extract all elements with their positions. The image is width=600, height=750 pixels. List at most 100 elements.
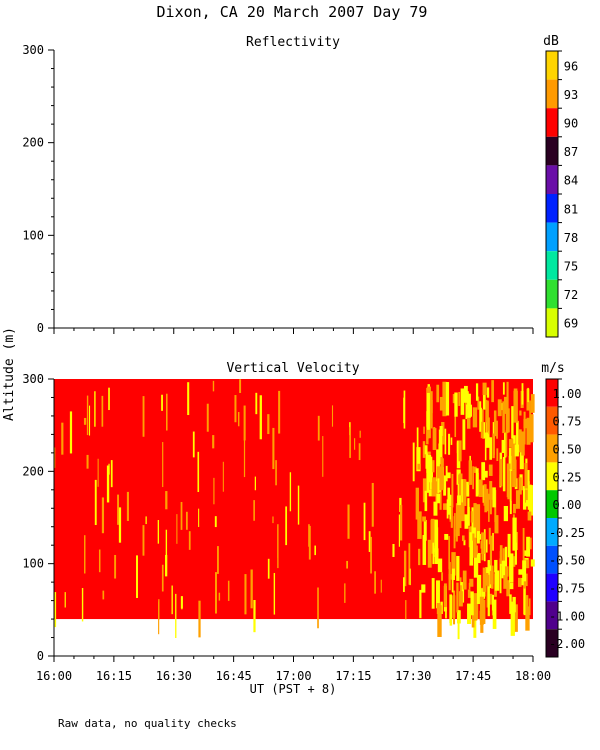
velocity-streak: [505, 430, 508, 457]
velocity-streak: [522, 486, 527, 510]
reflectivity-colorbar: 96 93 90 87 84 81 78 75 72 69: [545, 50, 578, 338]
velocity-streak: [441, 421, 445, 445]
velocity-streak: [187, 382, 190, 416]
velocity-streak: [267, 558, 270, 579]
velocity-streak: [161, 394, 163, 411]
velocity-streak: [206, 403, 209, 432]
velocity-colorbar-swatch: [546, 601, 558, 630]
velocity-streak: [467, 393, 471, 418]
velocity-streak: [506, 580, 511, 597]
velocity-x-tick-label: 16:45: [216, 669, 252, 683]
velocity-streak: [267, 414, 270, 435]
velocity-x-tick-label: 16:30: [156, 669, 192, 683]
velocity-streak: [400, 504, 403, 541]
velocity-y-tick-label: 0: [37, 649, 44, 663]
velocity-streak: [453, 590, 456, 625]
velocity-streak: [449, 594, 453, 624]
reflectivity-colorbar-label: 84: [564, 174, 578, 188]
velocity-x-tick-label: 17:45: [455, 669, 491, 683]
velocity-streak: [509, 469, 512, 502]
velocity-colorbar-swatch: [546, 518, 558, 546]
velocity-streak: [457, 610, 460, 640]
footnote: Raw data, no quality checks: [58, 717, 237, 730]
velocity-streak: [403, 550, 407, 587]
velocity-streak: [520, 578, 524, 586]
velocity-streak: [165, 529, 168, 574]
velocity-streak: [358, 443, 361, 461]
velocity-streak: [441, 572, 443, 581]
velocity-streak: [217, 546, 219, 574]
velocity-colorbar-swatch: [546, 379, 558, 407]
velocity-streak: [422, 478, 427, 503]
velocity-streak: [469, 578, 474, 587]
velocity-streak: [308, 525, 311, 560]
velocity-streak: [418, 548, 421, 566]
velocity-streak: [508, 439, 514, 448]
velocity-streak: [516, 420, 519, 455]
velocity-streak: [446, 499, 449, 519]
velocity-streak: [527, 511, 532, 521]
velocity-streak: [434, 527, 439, 557]
velocity-streak: [437, 478, 440, 493]
reflectivity-colorbar-swatch: [546, 222, 558, 252]
velocity-streak: [244, 574, 247, 615]
velocity-streak: [192, 431, 195, 458]
velocity-streak: [94, 391, 96, 427]
velocity-streak: [212, 435, 215, 449]
velocity-streak: [136, 555, 138, 599]
velocity-streak: [457, 495, 461, 506]
reflectivity-colorbar-label: 81: [564, 202, 578, 216]
velocity-streak: [114, 554, 117, 579]
velocity-streak: [502, 401, 505, 434]
velocity-streak: [507, 470, 511, 500]
velocity-streak: [359, 430, 361, 438]
velocity-streak: [436, 493, 441, 504]
velocity-streak: [448, 561, 451, 591]
velocity-streak: [259, 395, 262, 440]
velocity-streak: [505, 408, 510, 433]
velocity-streak: [501, 439, 505, 453]
velocity-streak: [527, 481, 530, 510]
velocity-streak: [165, 491, 168, 510]
velocity-streak: [97, 458, 99, 487]
velocity-streak: [509, 500, 512, 515]
velocity-streak: [254, 476, 256, 491]
reflectivity-colorbar-border: [545, 50, 559, 338]
velocity-streak: [214, 516, 217, 528]
velocity-streak: [456, 582, 459, 613]
velocity-streak: [503, 396, 508, 414]
velocity-streak: [278, 390, 281, 434]
reflectivity-colorbar-label: 90: [564, 117, 578, 131]
velocity-streak: [467, 589, 471, 598]
velocity-streak: [450, 437, 453, 445]
velocity-streak: [488, 464, 493, 476]
velocity-streak: [421, 584, 426, 593]
velocity-streak: [527, 387, 529, 403]
velocity-streak: [512, 517, 517, 551]
velocity-streak: [501, 560, 506, 579]
velocity-streak: [314, 545, 316, 556]
velocity-streak: [457, 475, 460, 504]
x-axis-label: UT (PST + 8): [250, 682, 337, 696]
velocity-streak: [448, 536, 450, 570]
velocity-streak: [188, 531, 191, 550]
velocity-streak: [433, 501, 438, 516]
velocity-streak: [213, 477, 215, 505]
velocity-title: Vertical Velocity: [226, 361, 359, 376]
velocity-x-tick-label: 17:30: [395, 669, 431, 683]
velocity-streak: [523, 411, 526, 445]
velocity-colorbar-unit: m/s: [541, 361, 564, 376]
velocity-colorbar-label: 0.00: [553, 498, 582, 512]
velocity-colorbar-label: 0.50: [553, 443, 582, 457]
velocity-streak: [524, 559, 530, 569]
velocity-streak: [469, 532, 474, 566]
velocity-streak: [439, 396, 445, 411]
velocity-streak: [518, 477, 522, 495]
velocity-streak: [443, 503, 448, 510]
velocity-streak: [459, 585, 462, 597]
velocity-streak: [473, 537, 477, 558]
reflectivity-y-tick-label: 200: [22, 136, 44, 150]
reflectivity-colorbar-swatch: [546, 251, 558, 280]
reflectivity-colorbar-swatch: [546, 194, 558, 223]
velocity-streak: [460, 492, 465, 522]
